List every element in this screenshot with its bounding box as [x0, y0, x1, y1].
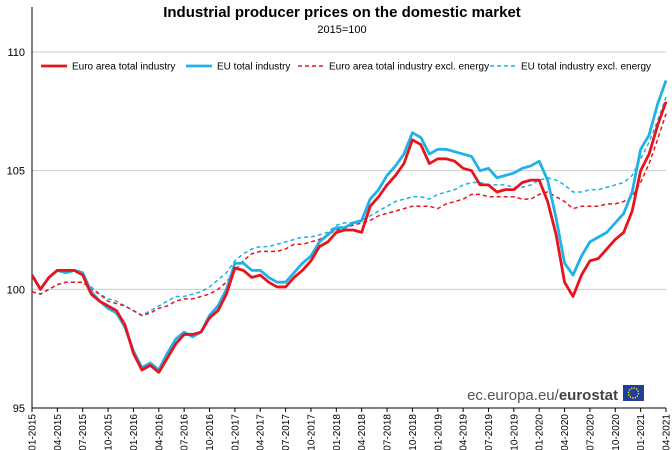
series-line-3 — [31, 113, 667, 317]
x-tick-label: 07-2016 — [180, 414, 191, 450]
source-text: ec.europa.eu/eurostat — [467, 387, 618, 404]
x-tick-label: 01-2021 — [636, 414, 647, 450]
x-tick-label: 01-2016 — [129, 414, 140, 450]
legend-label-1: Euro area total industry — [72, 62, 175, 73]
x-tick-label: 01-2019 — [433, 414, 444, 450]
x-tick-label: 10-2019 — [509, 414, 520, 450]
y-tick-label: 100 — [7, 284, 25, 296]
x-tick-label: 01-2018 — [332, 414, 343, 450]
series-line-1 — [30, 101, 668, 374]
x-tick-label: 07-2015 — [78, 414, 89, 450]
chart-subtitle: 2015=100 — [317, 24, 366, 36]
x-tick-label: 07-2019 — [484, 414, 495, 450]
x-tick-label: 10-2020 — [611, 414, 622, 450]
x-tick-label: 04-2017 — [256, 414, 267, 450]
x-tick-label: 01-2015 — [28, 414, 39, 450]
source-prefix: ec.europa.eu/ — [467, 387, 560, 404]
gridlines — [32, 51, 666, 290]
x-tick-label: 04-2019 — [459, 414, 470, 450]
eu-flag-icon — [623, 385, 644, 401]
x-tick-label: 01-2017 — [230, 414, 241, 450]
x-tick-label: 04-2018 — [357, 414, 368, 450]
legend-label-3: Euro area total industry excl. energy — [329, 62, 489, 73]
x-tick-label: 04-2015 — [53, 414, 64, 450]
legend-label-4: EU total industry excl. energy — [521, 62, 651, 73]
x-tick-label: 04-2016 — [154, 414, 165, 450]
y-tick-label: 105 — [7, 166, 25, 178]
y-tick-label: 95 — [13, 403, 25, 415]
legend: Euro area total industry EU total industr… — [41, 62, 651, 73]
series-lines — [30, 80, 668, 374]
y-tick-label: 110 — [7, 47, 25, 59]
x-tick-label: 10-2015 — [104, 414, 115, 450]
x-tick-label: 10-2018 — [408, 414, 419, 450]
chart-title: Industrial producer prices on the domest… — [163, 4, 521, 21]
source-brand: eurostat — [559, 387, 618, 404]
x-tick-label: 10-2017 — [306, 414, 317, 450]
x-tick-label: 04-2021 — [662, 414, 672, 450]
legend-label-2: EU total industry — [217, 62, 290, 73]
x-tick-label: 07-2020 — [585, 414, 596, 450]
y-axis: 95 100 105 110 — [7, 7, 33, 415]
series-line-4 — [31, 96, 667, 317]
series-line-2 — [30, 80, 668, 372]
x-tick-label: 04-2020 — [560, 414, 571, 450]
x-tick-label: 10-2016 — [205, 414, 216, 450]
x-tick-label: 07-2018 — [383, 414, 394, 450]
source-attribution: ec.europa.eu/eurostat — [467, 385, 644, 404]
x-tick-label: 01-2020 — [535, 414, 546, 450]
x-tick-label: 07-2017 — [281, 414, 292, 450]
x-axis: 01-2015 04-2015 07-2015 10-2015 01-2016 04-20… — [28, 407, 672, 450]
